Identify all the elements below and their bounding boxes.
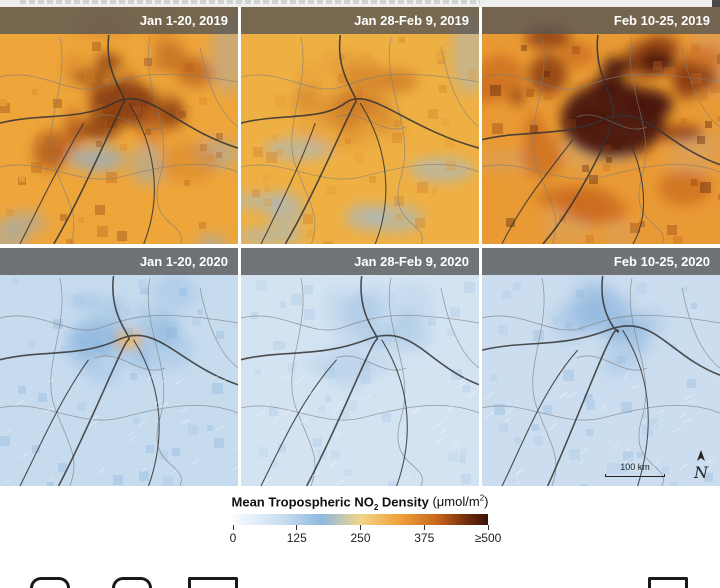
panel-date-label: Feb 10-25, 2020 [482, 248, 720, 275]
legend-title-main: Mean Tropospheric NO [231, 494, 374, 510]
map-panel-jan1-20-2020: Jan 1-20, 2020 [0, 248, 238, 486]
no2-map [241, 7, 479, 244]
legend-tick-label: 250 [350, 531, 371, 545]
panel-date-label: Jan 1-20, 2020 [0, 248, 238, 275]
map-panel-feb10-25-2019: Feb 10-25, 2019 [482, 7, 720, 244]
map-panel-jan28-feb9-2020: Jan 28-Feb 9, 2020 [241, 248, 479, 486]
cropped-caption-text [20, 0, 480, 4]
legend-unit-close: ) [484, 494, 489, 510]
no2-map [0, 248, 238, 486]
legend-tick-mark [360, 525, 361, 530]
comment-icon[interactable] [112, 577, 152, 588]
legend-unit-open: (μmol/m [428, 494, 480, 510]
bookmark-icon[interactable] [648, 577, 688, 588]
panel-date-label: Jan 28-Feb 9, 2020 [241, 248, 479, 275]
legend-title-subscript: 2 [373, 502, 379, 512]
legend-tick-label: 375 [414, 531, 435, 545]
top-caption-strip [0, 0, 720, 7]
north-arrow-icon: N [688, 449, 714, 483]
share-icon[interactable] [188, 577, 238, 588]
panel-date-label: Jan 28-Feb 9, 2019 [241, 7, 479, 34]
scale-bar: 100 km [603, 462, 667, 480]
panel-date-label: Feb 10-25, 2019 [482, 7, 720, 34]
legend-tick-label: 125 [286, 531, 307, 545]
legend-title: Mean Tropospheric NO2 Density (μmol/m2) [150, 494, 570, 512]
bottom-toolbar [0, 569, 720, 588]
legend-tick-mark [423, 525, 425, 530]
legend-title-after: Density [378, 494, 429, 510]
panel-date-label: Jan 1-20, 2019 [0, 7, 238, 34]
map-panel-feb10-25-2020: Feb 10-25, 2020 [482, 248, 720, 486]
north-arrow-letter: N [693, 463, 709, 482]
like-icon[interactable] [30, 577, 70, 588]
no2-map [482, 248, 720, 486]
no2-map [0, 7, 238, 244]
legend-tick-mark [232, 525, 234, 530]
legend-tick-mark [296, 525, 298, 530]
no2-map [482, 7, 720, 244]
map-panel-jan28-feb9-2019: Jan 28-Feb 9, 2019 [241, 7, 479, 244]
map-panel-jan1-20-2019: Jan 1-20, 2019 [0, 7, 238, 244]
legend-unit-superscript: 2 [479, 494, 485, 503]
scale-bar-line [605, 474, 665, 477]
legend-tick-mark [487, 525, 489, 530]
legend-color-ramp [233, 514, 488, 525]
scale-bar-label: 100 km [620, 462, 650, 472]
legend-tick-label: 0 [229, 531, 237, 545]
legend-tick-label: ≥500 [474, 531, 502, 545]
no2-map [241, 248, 479, 486]
